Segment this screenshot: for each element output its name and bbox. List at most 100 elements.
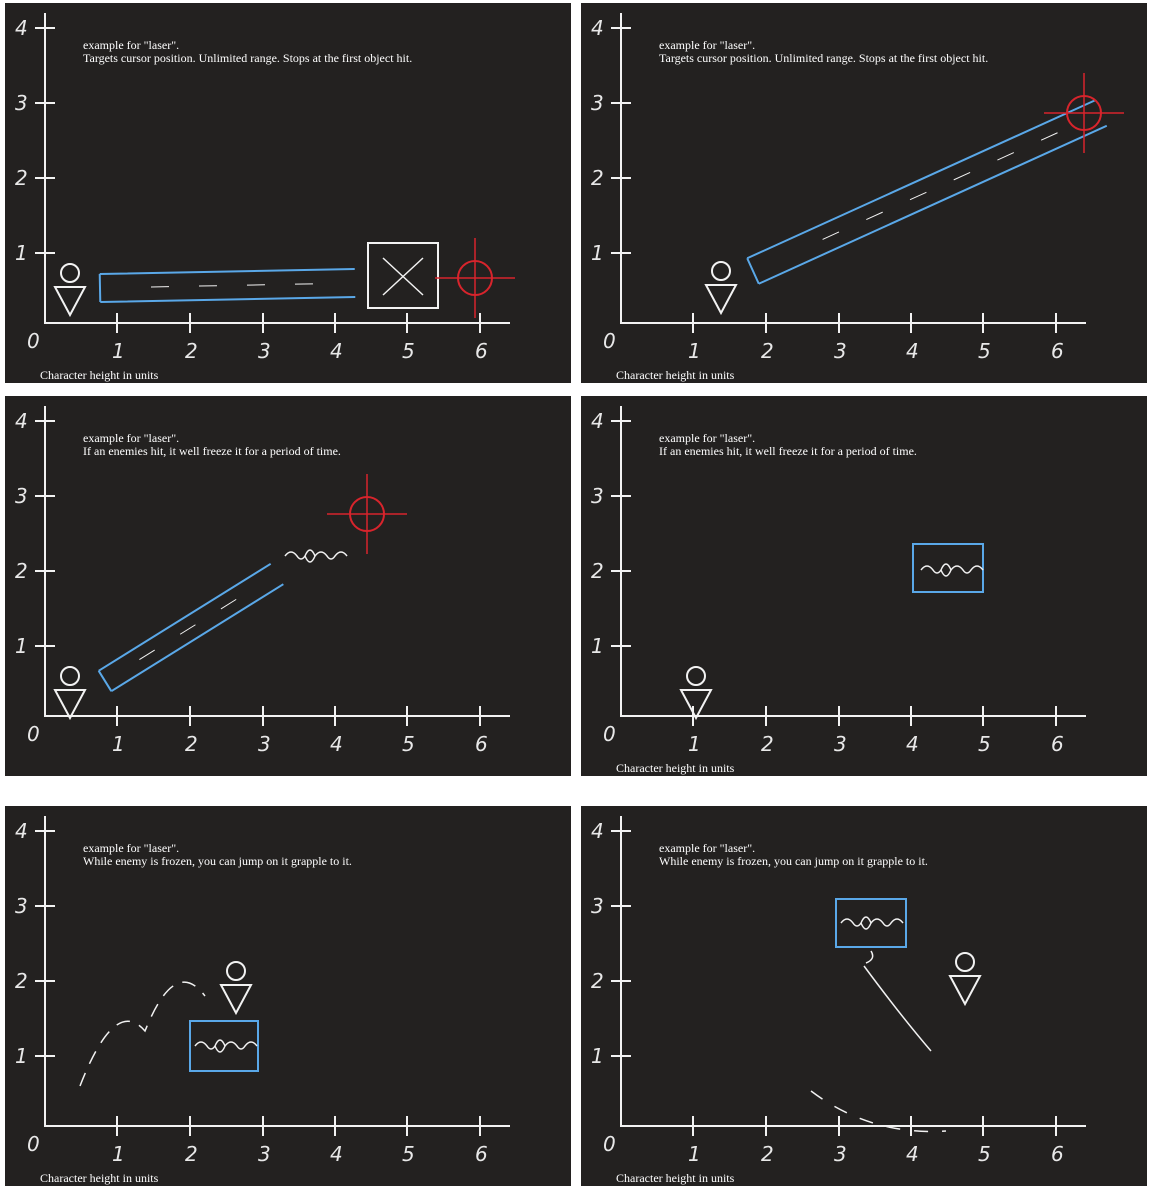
x-tick-label: 4 [330,1142,343,1166]
y-tick-label: 1 [591,241,604,265]
x-tick-label: 5 [402,1142,415,1166]
x-tick-label: 6 [475,732,488,756]
caption: example for "laser". [83,38,179,52]
x-tick-label: 6 [1051,732,1064,756]
crosshair [435,238,515,318]
y-tick-label: 3 [591,484,604,508]
character-body [681,690,711,718]
y-tick-label: 2 [15,166,28,190]
x-axis-label: Character height in units [40,1171,159,1185]
y-tick-label: 4 [15,819,28,843]
x-tick-label: 2 [761,732,774,756]
frozen-enemy [195,1040,257,1052]
jump-arc [80,982,205,1086]
x-tick-label: 3 [834,339,847,363]
caption: While enemy is frozen, you can jump on i… [83,854,352,868]
x-tick-label: 5 [978,732,991,756]
x-tick-label: 1 [112,732,125,756]
x-tick-label: 1 [688,339,701,363]
obstacle-x [383,258,423,295]
caption: example for "laser". [83,841,179,855]
x-tick-label: 3 [258,339,271,363]
x-tick-label: 3 [834,732,847,756]
character-head [712,262,730,280]
caption: If an enemies hit, it well freeze it for… [83,444,341,458]
laser-core [823,129,1067,240]
origin-label: 0 [27,329,40,353]
x-tick-label: 4 [906,1142,919,1166]
origin-label: 0 [603,1132,616,1156]
y-tick-label: 1 [15,634,28,658]
character-head [956,953,974,971]
caption: If an enemies hit, it well freeze it for… [659,444,917,458]
x-tick-label: 1 [688,1142,701,1166]
x-tick-label: 5 [978,1142,991,1166]
y-tick-label: 2 [591,969,604,993]
x-tick-label: 2 [761,1142,774,1166]
origin-label: 0 [27,722,40,746]
caption: example for "laser". [659,841,755,855]
x-tick-label: 4 [906,339,919,363]
crosshair [327,474,407,554]
y-tick-label: 2 [591,166,604,190]
x-tick-label: 6 [1051,339,1064,363]
character-body [706,285,736,313]
x-tick-label: 1 [688,732,701,756]
caption: Targets cursor position. Unlimited range… [83,51,412,65]
x-tick-label: 3 [834,1142,847,1166]
x-tick-label: 4 [330,339,343,363]
x-axis-label: Character height in units [616,761,735,775]
origin-label: 0 [27,1132,40,1156]
ice-block [190,1021,258,1071]
y-tick-label: 4 [591,409,604,433]
y-tick-label: 1 [15,1044,28,1068]
laser-core [151,284,330,288]
character-body [55,287,85,315]
y-tick-label: 3 [15,894,28,918]
x-tick-label: 1 [112,339,125,363]
caption: example for "laser". [83,431,179,445]
caption: While enemy is frozen, you can jump on i… [659,854,928,868]
laser-beam [100,269,356,302]
x-tick-label: 1 [112,1142,125,1166]
grapple-line [864,951,931,1051]
character-body [55,690,85,718]
caption: example for "laser". [659,431,755,445]
laser-core [139,585,259,660]
y-tick-label: 4 [15,16,28,40]
x-tick-label: 6 [1051,1142,1064,1166]
character-head [227,962,245,980]
frozen-enemy [285,550,347,562]
x-tick-label: 5 [402,339,415,363]
y-tick-label: 1 [591,1044,604,1068]
x-tick-label: 6 [475,1142,488,1166]
x-tick-label: 6 [475,339,488,363]
y-tick-label: 3 [591,91,604,115]
caption: example for "laser". [659,38,755,52]
x-tick-label: 2 [185,732,198,756]
x-tick-label: 4 [906,732,919,756]
y-tick-label: 4 [15,409,28,433]
y-tick-label: 3 [15,91,28,115]
y-tick-label: 3 [15,484,28,508]
x-axis-label: Character height in units [616,368,735,382]
character-body [950,976,980,1004]
page: 01234561234example for "laser".Targets c… [0,0,1153,1201]
y-tick-label: 2 [15,969,28,993]
panel: 0 1 2 3 4 5 6 1 2 3 4 example for "laser".Targets c… [5,3,571,383]
panel-drawing: 01234561234example for "laser".While ene… [581,806,1147,1186]
origin-label: 0 [603,722,616,746]
panel-drawing: 0 1 2 3 4 5 6 1 2 3 4 example for "laser".Targets c… [5,3,571,383]
x-tick-label: 2 [185,1142,198,1166]
y-tick-label: 2 [15,559,28,583]
caption: Targets cursor position. Unlimited range… [659,51,988,65]
x-tick-label: 2 [185,339,198,363]
y-tick-label: 2 [591,559,604,583]
y-tick-label: 1 [15,241,28,265]
